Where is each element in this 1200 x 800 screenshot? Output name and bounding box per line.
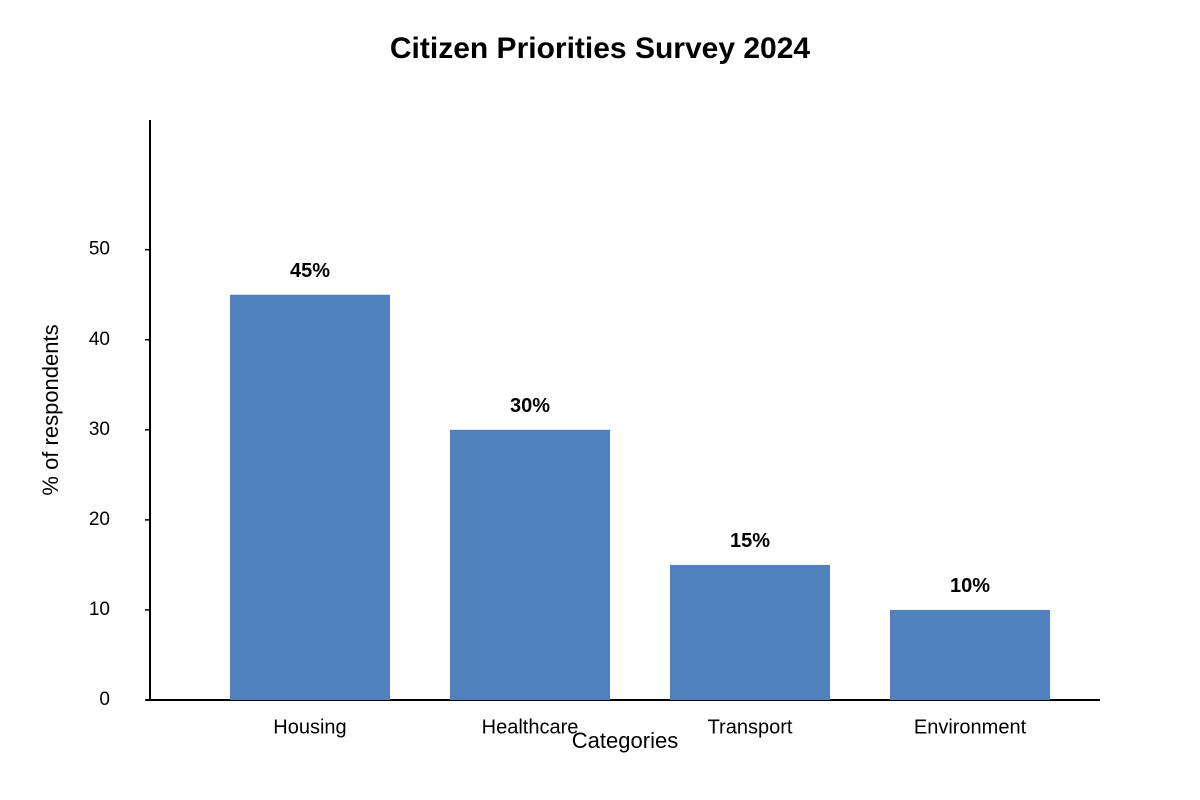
- y-axis-label: % of respondents: [38, 324, 63, 495]
- y-tick-label: 20: [89, 509, 110, 530]
- y-tick-label: 10: [89, 599, 110, 620]
- value-label: 10%: [950, 575, 990, 597]
- y-tick-label: 40: [89, 329, 110, 350]
- value-label: 30%: [510, 395, 550, 417]
- x-tick-label: Housing: [273, 716, 346, 738]
- x-tick-label: Transport: [708, 716, 793, 738]
- x-axis-label: Categories: [572, 728, 678, 753]
- chart-title: Citizen Priorities Survey 2024: [390, 32, 811, 65]
- x-tick-label: Environment: [914, 716, 1027, 738]
- x-tick-label: Healthcare: [482, 716, 579, 738]
- y-tick-label: 50: [89, 239, 110, 260]
- value-label: 45%: [290, 260, 330, 282]
- bar: [890, 609, 1050, 700]
- value-label: 15%: [730, 530, 770, 552]
- y-tick-label: 30: [89, 419, 110, 440]
- bar: [450, 429, 610, 700]
- bar: [670, 564, 830, 700]
- bar: [230, 294, 390, 700]
- y-tick-label: 0: [99, 689, 110, 710]
